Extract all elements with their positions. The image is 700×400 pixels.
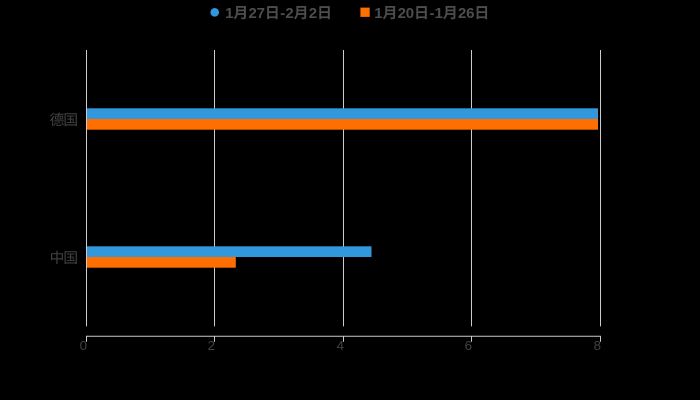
svg-text:1: 1 [435, 5, 443, 22]
svg-text:1: 1 [225, 5, 233, 22]
svg-text:-: - [430, 5, 435, 22]
svg-text:7: 7 [257, 5, 265, 22]
svg-text:-: - [280, 5, 285, 22]
svg-text:4: 4 [337, 338, 344, 353]
svg-text:1: 1 [374, 5, 382, 22]
svg-text:0: 0 [80, 338, 87, 353]
svg-text:8: 8 [594, 338, 601, 353]
svg-text:6: 6 [466, 5, 474, 22]
svg-text:2: 2 [248, 5, 256, 22]
svg-text:2: 2 [398, 5, 406, 22]
svg-text:6: 6 [465, 338, 472, 353]
svg-text:0: 0 [406, 5, 414, 22]
svg-text:2: 2 [208, 338, 215, 353]
svg-text:2: 2 [458, 5, 466, 22]
svg-text:2: 2 [309, 5, 317, 22]
svg-text:2: 2 [285, 5, 293, 22]
